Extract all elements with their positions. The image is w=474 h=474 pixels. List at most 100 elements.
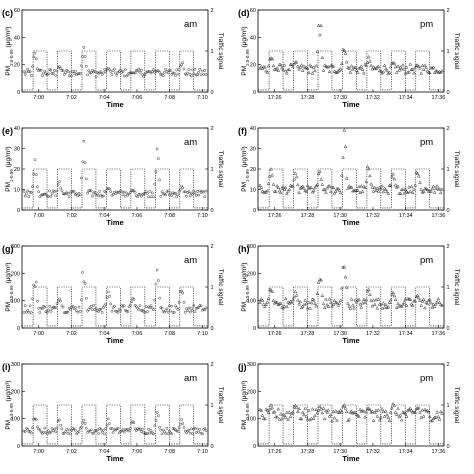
data-point bbox=[297, 190, 301, 194]
data-point bbox=[385, 189, 389, 194]
data-point bbox=[144, 190, 148, 194]
data-point bbox=[114, 309, 117, 313]
data-point bbox=[183, 310, 187, 314]
y-axis-label: PM1-0.99 (μg/m³) bbox=[5, 146, 14, 191]
x-tick-label: 17:30 bbox=[333, 331, 347, 337]
y-tick-label: 0 bbox=[17, 444, 20, 450]
data-point bbox=[388, 183, 393, 187]
data-point bbox=[29, 74, 33, 77]
data-point bbox=[427, 297, 432, 302]
x-tick-label: 17:32 bbox=[366, 449, 380, 455]
data-point bbox=[122, 74, 126, 78]
data-point bbox=[26, 189, 30, 193]
y-tick-label: 0 bbox=[17, 90, 20, 96]
data-point bbox=[59, 299, 62, 303]
data-point bbox=[357, 184, 361, 189]
data-point bbox=[263, 65, 267, 69]
data-point bbox=[187, 68, 191, 71]
data-point bbox=[194, 194, 198, 197]
data-point bbox=[163, 71, 166, 74]
period-tag: pm bbox=[420, 373, 433, 384]
data-point bbox=[270, 289, 275, 293]
data-point bbox=[412, 70, 416, 75]
x-tick-label: 17:28 bbox=[301, 331, 315, 337]
data-point bbox=[430, 418, 435, 423]
data-point bbox=[392, 403, 397, 407]
data-point bbox=[62, 311, 66, 315]
data-point bbox=[196, 427, 199, 431]
data-point bbox=[80, 298, 83, 302]
data-point bbox=[440, 303, 444, 307]
data-point bbox=[362, 297, 366, 301]
data-point bbox=[159, 195, 163, 198]
data-point bbox=[355, 70, 360, 74]
data-point bbox=[77, 305, 81, 309]
data-point bbox=[82, 418, 86, 422]
data-point bbox=[264, 68, 268, 73]
data-point bbox=[40, 74, 44, 78]
data-point bbox=[272, 410, 277, 414]
data-point bbox=[199, 73, 203, 77]
data-point bbox=[29, 431, 33, 435]
data-point bbox=[283, 296, 288, 301]
data-point bbox=[319, 177, 323, 181]
data-point bbox=[402, 300, 406, 304]
data-point bbox=[189, 427, 193, 431]
data-point bbox=[113, 67, 116, 71]
data-point bbox=[420, 408, 425, 412]
data-point bbox=[435, 300, 439, 304]
data-point bbox=[136, 195, 139, 199]
data-point bbox=[78, 310, 82, 313]
data-point bbox=[34, 57, 38, 61]
data-point bbox=[371, 65, 376, 69]
data-point bbox=[191, 192, 194, 196]
data-point bbox=[369, 410, 373, 414]
data-point bbox=[359, 305, 364, 309]
data-point bbox=[177, 190, 181, 193]
data-point bbox=[62, 192, 66, 196]
data-point bbox=[311, 188, 316, 193]
data-point bbox=[275, 300, 279, 304]
data-point bbox=[349, 185, 354, 189]
data-point bbox=[113, 428, 116, 431]
data-point bbox=[115, 73, 119, 77]
y-axis-label: PM1-0.99 (μg/m³) bbox=[241, 146, 250, 191]
data-point bbox=[80, 176, 83, 180]
x-tick-label: 7:08 bbox=[164, 95, 175, 101]
data-point bbox=[390, 61, 394, 65]
y-tick-label: 40 bbox=[250, 35, 256, 41]
data-point bbox=[138, 70, 142, 74]
data-point bbox=[396, 406, 400, 410]
data-point bbox=[121, 70, 125, 73]
data-point bbox=[318, 32, 322, 37]
data-point bbox=[37, 306, 41, 310]
data-point bbox=[157, 414, 160, 418]
data-point bbox=[26, 309, 30, 312]
data-point bbox=[83, 55, 87, 58]
data-point bbox=[349, 63, 354, 68]
data-point bbox=[83, 422, 87, 425]
data-point bbox=[307, 300, 311, 304]
data-point bbox=[69, 308, 72, 311]
data-point bbox=[388, 410, 393, 414]
data-point bbox=[146, 432, 149, 436]
data-point bbox=[401, 187, 405, 191]
data-point bbox=[47, 195, 50, 198]
data-point bbox=[325, 410, 330, 414]
data-point bbox=[376, 189, 381, 193]
data-point bbox=[138, 304, 142, 307]
data-point bbox=[324, 408, 328, 413]
data-point bbox=[304, 301, 309, 306]
data-point bbox=[196, 189, 199, 193]
data-point bbox=[403, 187, 408, 191]
data-point bbox=[47, 308, 50, 312]
data-point bbox=[132, 71, 136, 75]
data-point bbox=[38, 428, 42, 432]
data-point bbox=[109, 190, 113, 194]
data-point bbox=[120, 190, 124, 194]
data-point bbox=[414, 170, 419, 174]
data-point bbox=[296, 64, 300, 68]
data-point bbox=[263, 416, 267, 421]
data-point bbox=[387, 300, 392, 304]
panel-c: (c) am 0 20 40 60 0 1 2 7:00 7:02 7:04 7:06 7:08 7:10 T… bbox=[2, 8, 224, 109]
